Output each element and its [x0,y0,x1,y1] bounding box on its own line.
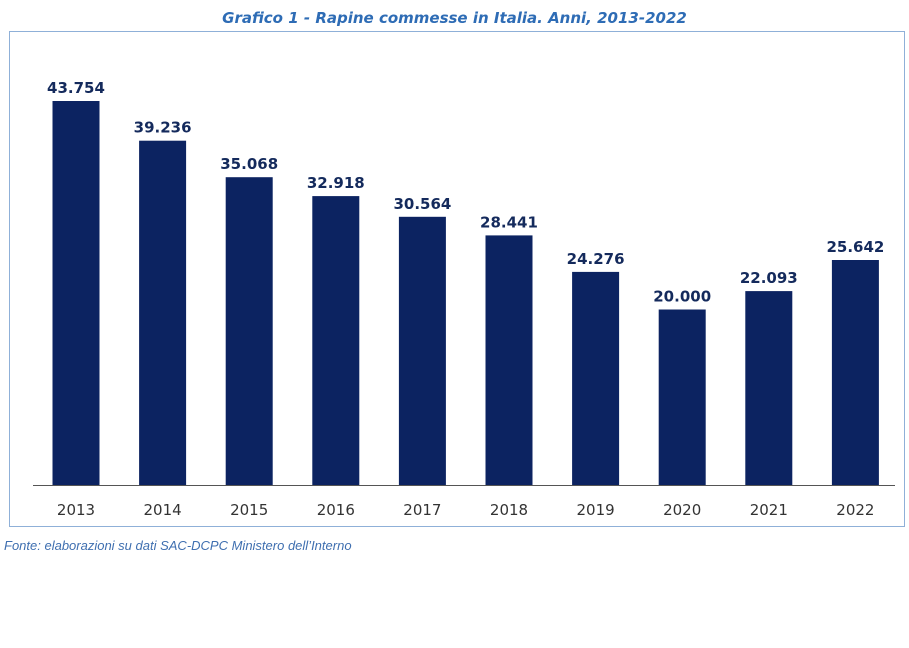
data-label-2017: 30.564 [393,195,451,213]
data-label-2022: 25.642 [826,238,884,256]
x-tick-label-2014: 2014 [144,501,182,519]
bar-2022 [831,260,879,485]
bar-2014 [139,140,187,485]
data-label-2013: 43.754 [47,79,105,97]
x-tick-label-2013: 2013 [57,501,95,519]
bar-2013 [52,101,100,485]
x-tick-label-2019: 2019 [577,501,615,519]
x-tick-label-2020: 2020 [663,501,701,519]
bar-2021 [745,291,793,485]
x-tick-label-2015: 2015 [230,501,268,519]
bar-2016 [312,196,360,485]
bar-2018 [485,235,533,485]
data-label-2021: 22.093 [740,269,798,287]
source-note: Fonte: elaborazioni su dati SAC-DCPC Min… [4,538,352,553]
data-label-2020: 20.000 [653,288,711,306]
x-tick-label-2017: 2017 [403,501,441,519]
x-tick-label-2022: 2022 [836,501,874,519]
x-tick-label-2018: 2018 [490,501,528,519]
data-label-2014: 39.236 [134,119,192,137]
data-label-2018: 28.441 [480,213,538,231]
x-tick-label-2016: 2016 [317,501,355,519]
data-label-2019: 24.276 [567,250,625,268]
data-label-2016: 32.918 [307,174,365,192]
chart-title: Grafico 1 - Rapine commesse in Italia. A… [222,9,687,27]
data-label-2015: 35.068 [220,155,278,173]
bar-2020 [658,309,706,485]
bar-2015 [225,177,273,485]
bar-2019 [572,271,620,485]
x-tick-label-2021: 2021 [750,501,788,519]
bar-2017 [398,216,446,486]
chart-frame [9,31,905,527]
